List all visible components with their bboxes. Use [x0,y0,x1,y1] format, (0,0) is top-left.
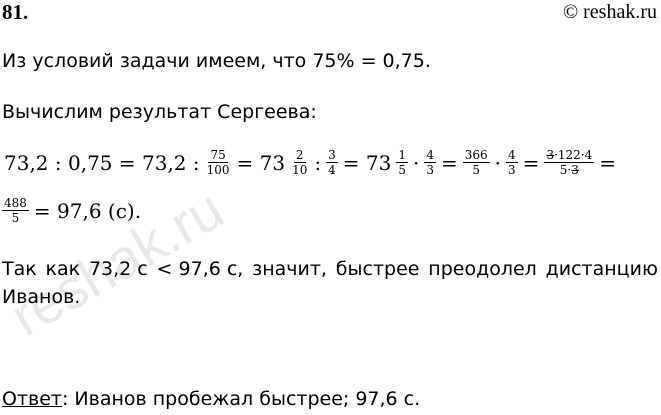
factor: ·122·4 [554,148,593,162]
eq-text: 73,2 : 0,75 = 73,2 : [4,150,200,175]
denominator: 10 [292,163,308,177]
fraction: 75 100 [205,148,232,177]
denominator: 5 [398,163,406,177]
numerator: 4 [424,148,436,163]
cancelled-factor: 3 [571,163,579,177]
denominator: 3 [426,163,434,177]
eq-text: = 97,6 (с). [33,198,142,223]
word: как [45,258,81,280]
fraction: 2 10 [290,148,309,177]
numerator: 488 [2,196,29,211]
conclusion-line: Так как 73,2 с < 97,6 с, значит, быстрее… [2,258,658,280]
cancelled-factor: 3 [546,148,555,162]
denominator: 5 [11,211,20,225]
denominator: 4 [328,163,336,177]
word: Так [2,258,37,280]
word: значит, [252,258,327,280]
answer: Ответ: Иванов пробежал быстрее; 97,6 с. [2,388,420,410]
word: дистанцию [545,258,658,280]
numerator: 4 [506,148,518,163]
numerator: 3·122·4 [544,148,595,163]
denominator: 5 [472,163,481,177]
denominator: 100 [206,163,230,177]
word: преодолел [428,258,537,280]
compute-intro: Вычислим результат Сергеева: [2,101,317,123]
word: 73,2 с [88,258,148,280]
eq-text: · [494,150,502,175]
factor: 5· [559,163,572,177]
eq-text: = 73 [236,150,286,175]
copyright: © reshak.ru [562,1,657,23]
equation-line-2: 488 5 = 97,6 (с). [2,196,143,225]
fraction-cancelled: 3·122·4 5·3 [544,148,595,177]
denominator: 5·3 [558,163,581,177]
eq-text: = 73 [342,150,392,175]
numerator: 366 [462,148,490,163]
eq-text: · [413,150,420,175]
denominator: 3 [508,163,516,177]
numerator: 1 [396,148,408,163]
answer-text: : Иванов пробежал быстрее; 97,6 с. [61,388,421,410]
answer-label: Ответ [2,388,62,410]
condition-text: Из условий задачи имеем, что 75% = 0,75. [2,50,431,72]
numerator: 75 [208,148,228,163]
fraction: 488 5 [2,196,29,225]
numerator: 2 [293,148,306,163]
eq-text: = [599,150,617,175]
conclusion-end: Иванов. [2,286,81,308]
numerator: 3 [326,148,338,163]
eq-text: = [441,150,458,175]
eq-text: = [522,150,540,175]
problem-number: 81. [2,0,29,24]
word: < 97,6 с, [156,258,244,280]
eq-text: : [314,150,322,175]
fraction: 366 5 [462,148,490,177]
word: быстрее [335,258,420,280]
